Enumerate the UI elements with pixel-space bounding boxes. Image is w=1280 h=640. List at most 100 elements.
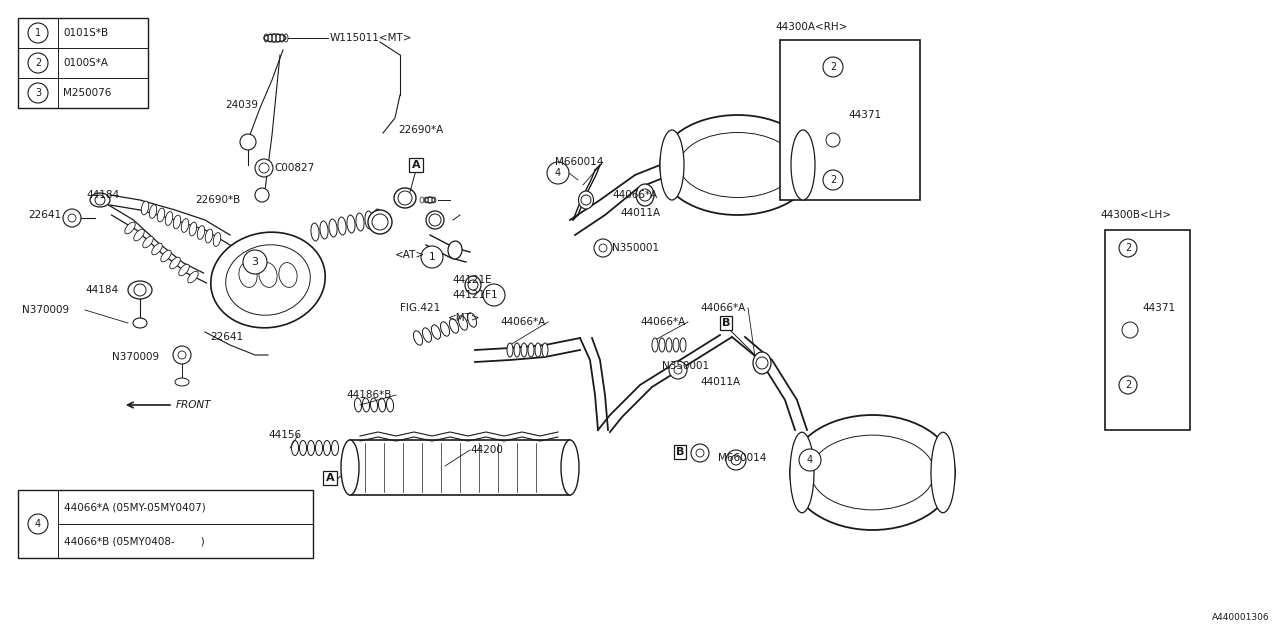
Ellipse shape xyxy=(332,440,338,456)
Ellipse shape xyxy=(205,229,212,243)
Text: 44066*B (05MY0408-        ): 44066*B (05MY0408- ) xyxy=(64,536,205,546)
Ellipse shape xyxy=(673,338,678,352)
Ellipse shape xyxy=(827,118,838,122)
Text: 2: 2 xyxy=(1125,380,1132,390)
Circle shape xyxy=(255,188,269,202)
Bar xyxy=(18,490,314,558)
Ellipse shape xyxy=(426,211,444,229)
Circle shape xyxy=(398,191,412,205)
Ellipse shape xyxy=(300,440,306,456)
Ellipse shape xyxy=(292,440,298,456)
Ellipse shape xyxy=(810,435,934,510)
Text: 22641: 22641 xyxy=(210,332,243,342)
Ellipse shape xyxy=(239,262,257,287)
Text: FIG.421: FIG.421 xyxy=(399,303,440,313)
Text: 3: 3 xyxy=(35,88,41,98)
Ellipse shape xyxy=(829,78,837,92)
Ellipse shape xyxy=(1124,260,1132,272)
Ellipse shape xyxy=(338,217,346,235)
Text: A: A xyxy=(325,473,334,483)
Text: <AT>: <AT> xyxy=(396,250,425,260)
Ellipse shape xyxy=(197,226,205,239)
Text: 1: 1 xyxy=(429,252,435,262)
Circle shape xyxy=(799,449,820,471)
Ellipse shape xyxy=(189,222,197,236)
Bar xyxy=(780,40,920,200)
Text: 22690*A: 22690*A xyxy=(398,125,443,135)
Text: W115011<MT>: W115011<MT> xyxy=(330,33,412,43)
Text: 22641: 22641 xyxy=(28,210,61,220)
Ellipse shape xyxy=(1123,288,1134,292)
Ellipse shape xyxy=(211,232,325,328)
Circle shape xyxy=(429,214,442,226)
Ellipse shape xyxy=(458,316,467,330)
Circle shape xyxy=(134,284,146,296)
Ellipse shape xyxy=(279,262,297,287)
Ellipse shape xyxy=(790,415,955,530)
Ellipse shape xyxy=(1123,294,1134,298)
Text: 44066*A: 44066*A xyxy=(612,190,657,200)
Ellipse shape xyxy=(1124,359,1132,371)
Ellipse shape xyxy=(931,432,955,513)
Text: <MT>: <MT> xyxy=(448,313,480,323)
Text: M250076: M250076 xyxy=(63,88,111,98)
Ellipse shape xyxy=(521,343,527,357)
Ellipse shape xyxy=(660,130,684,200)
Circle shape xyxy=(756,357,768,369)
Ellipse shape xyxy=(827,125,838,129)
Text: 44300A<RH>: 44300A<RH> xyxy=(774,22,847,32)
Text: 1: 1 xyxy=(35,28,41,38)
Ellipse shape xyxy=(680,338,686,352)
Ellipse shape xyxy=(307,440,315,456)
Text: 4: 4 xyxy=(556,168,561,178)
Circle shape xyxy=(547,162,570,184)
Circle shape xyxy=(68,214,76,222)
Ellipse shape xyxy=(134,229,145,241)
Ellipse shape xyxy=(440,322,449,336)
Ellipse shape xyxy=(579,191,594,209)
Bar xyxy=(349,440,570,495)
Text: 22690*B: 22690*B xyxy=(195,195,241,205)
Bar xyxy=(18,18,148,108)
Circle shape xyxy=(823,57,844,77)
Ellipse shape xyxy=(179,264,189,276)
Circle shape xyxy=(63,209,81,227)
Text: N350001: N350001 xyxy=(662,361,709,371)
Text: 44300B<LH>: 44300B<LH> xyxy=(1100,210,1171,220)
Ellipse shape xyxy=(165,212,173,225)
Text: 44011A: 44011A xyxy=(700,377,740,387)
Ellipse shape xyxy=(259,262,278,287)
Ellipse shape xyxy=(370,398,378,412)
Circle shape xyxy=(696,449,704,457)
Ellipse shape xyxy=(324,440,330,456)
Ellipse shape xyxy=(822,125,844,155)
Circle shape xyxy=(826,133,840,147)
Text: 2: 2 xyxy=(829,175,836,185)
Circle shape xyxy=(599,244,607,252)
Ellipse shape xyxy=(791,130,815,200)
Text: 44184: 44184 xyxy=(84,285,118,295)
Text: 4: 4 xyxy=(35,519,41,529)
Text: M660014: M660014 xyxy=(556,157,603,167)
Ellipse shape xyxy=(431,325,440,339)
Ellipse shape xyxy=(448,241,462,259)
Ellipse shape xyxy=(666,338,672,352)
Ellipse shape xyxy=(485,292,495,298)
Circle shape xyxy=(468,280,477,290)
Ellipse shape xyxy=(465,276,481,294)
Ellipse shape xyxy=(680,132,796,198)
Ellipse shape xyxy=(467,313,476,327)
Ellipse shape xyxy=(311,223,319,241)
Circle shape xyxy=(675,366,682,374)
Ellipse shape xyxy=(529,343,534,357)
Ellipse shape xyxy=(636,184,654,206)
Circle shape xyxy=(691,444,709,462)
Ellipse shape xyxy=(340,440,358,495)
Ellipse shape xyxy=(347,215,355,233)
Text: A: A xyxy=(412,160,420,170)
Ellipse shape xyxy=(535,343,541,357)
Ellipse shape xyxy=(133,318,147,328)
Circle shape xyxy=(28,514,49,534)
Text: 44156: 44156 xyxy=(268,430,301,440)
Circle shape xyxy=(639,189,652,201)
